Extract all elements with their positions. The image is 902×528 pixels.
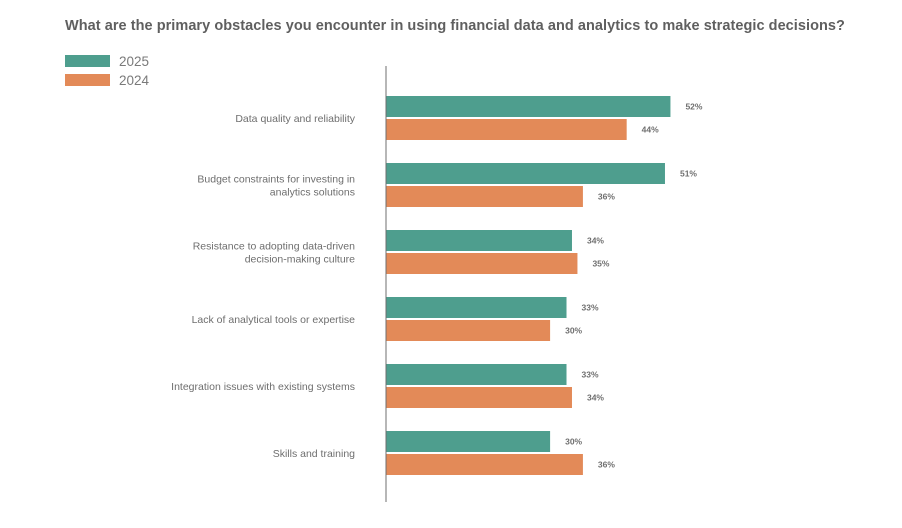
category-label: Skills and training xyxy=(273,448,355,460)
category-label: Data quality and reliability xyxy=(235,113,355,125)
category-label: Budget constraints for investing in analy… xyxy=(197,174,355,199)
data-label-2024: 36% xyxy=(598,460,615,470)
legend-item-2024: 2024 xyxy=(65,72,149,88)
bar-2024 xyxy=(386,454,583,475)
legend-label-2025: 2025 xyxy=(119,53,150,69)
bar-2024 xyxy=(386,387,572,408)
data-label-2025: 33% xyxy=(582,303,599,313)
data-label-2024: 44% xyxy=(642,125,659,135)
category-label: Resistance to adopting data-driven decisi… xyxy=(193,241,355,266)
data-label-2025: 52% xyxy=(685,102,702,112)
category-label: Lack of analytical tools or expertise xyxy=(192,314,356,326)
data-label-2024: 34% xyxy=(587,393,604,403)
bar-2024 xyxy=(386,320,551,341)
legend-swatch-2024 xyxy=(65,74,110,86)
category-label: Integration issues with existing systems xyxy=(171,381,355,393)
data-label-2024: 30% xyxy=(565,326,582,336)
bar-2025 xyxy=(386,297,567,318)
legend-item-2025: 2025 xyxy=(65,53,149,69)
bar-2025 xyxy=(386,230,572,251)
bar-2024 xyxy=(386,186,583,207)
bar-2025 xyxy=(386,96,671,117)
bar-2024 xyxy=(386,253,578,274)
data-label-2024: 36% xyxy=(598,192,615,202)
data-label-2025: 33% xyxy=(582,370,599,380)
data-label-2024: 35% xyxy=(592,259,609,269)
bar-2024 xyxy=(386,119,627,140)
bar-2025 xyxy=(386,364,567,385)
bar-2025 xyxy=(386,431,551,452)
legend-swatch-2025 xyxy=(65,55,110,67)
chart-title: What are the primary obstacles you encou… xyxy=(65,18,845,34)
data-label-2025: 51% xyxy=(680,169,697,179)
bar-2025 xyxy=(386,163,665,184)
data-label-2025: 30% xyxy=(565,437,582,447)
legend-label-2024: 2024 xyxy=(119,72,150,88)
data-label-2025: 34% xyxy=(587,236,604,246)
